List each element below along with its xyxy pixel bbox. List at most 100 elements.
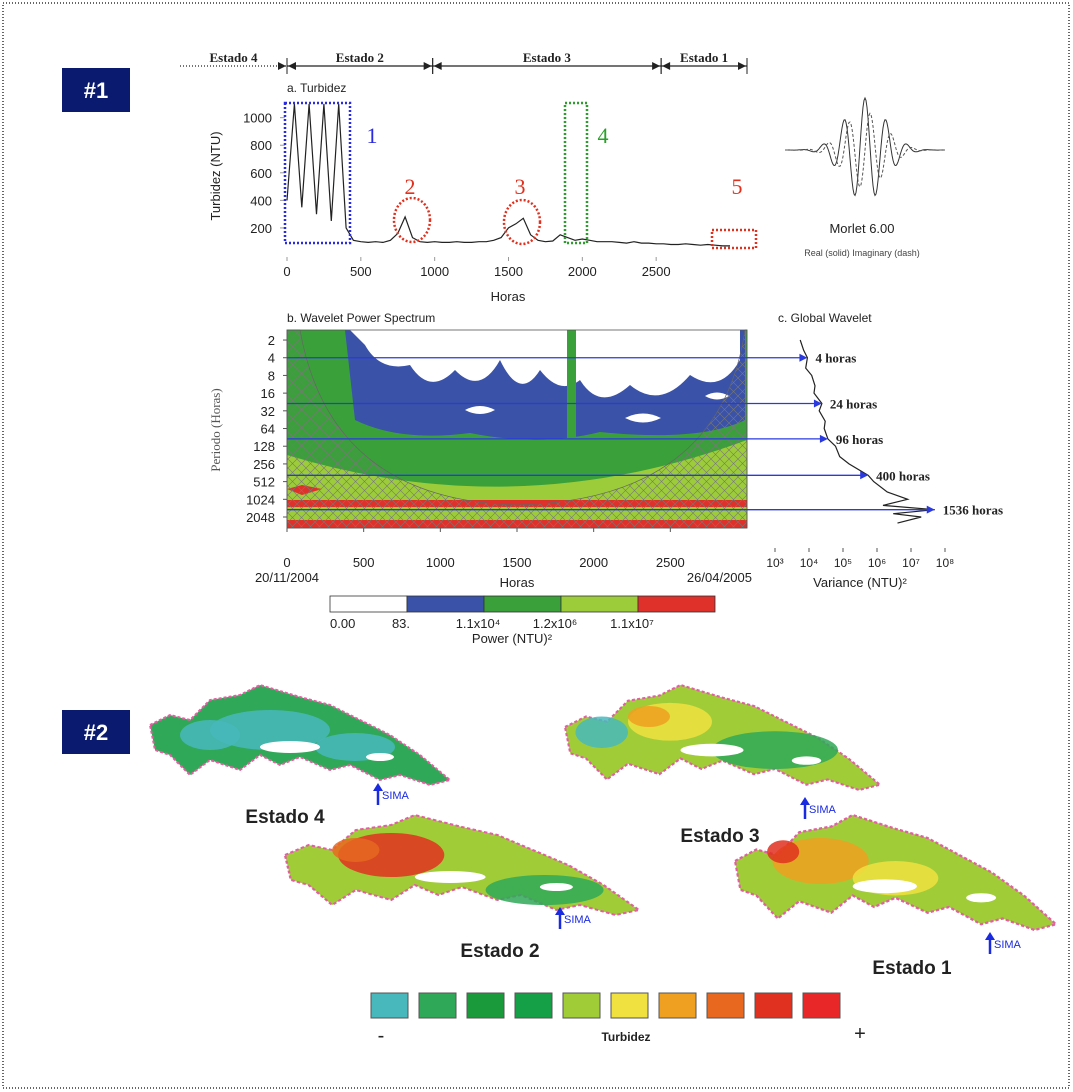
x-tick-label: 1500: [494, 264, 523, 279]
y-tick-label: 64: [261, 422, 275, 437]
region-outline: [502, 198, 542, 246]
x-tick-label: 2500: [642, 264, 671, 279]
y-tick-label: 256: [253, 457, 275, 472]
legend-swatch: [658, 992, 697, 1019]
y-tick-label: 4: [268, 351, 275, 366]
x-tick-label: 1000: [426, 555, 455, 570]
state-arrow: [288, 62, 296, 70]
cone-of-influence: [286, 329, 748, 529]
x-tick-label: 1000: [420, 264, 449, 279]
station-arrow-head: [373, 783, 383, 791]
panel-badge: [62, 710, 130, 754]
panel-label: #2: [84, 720, 108, 745]
station-arrow-head: [800, 797, 810, 805]
y-tick-label: 8: [268, 368, 275, 383]
legend-high: +: [854, 1023, 866, 1045]
map-label: Estado 2: [460, 941, 539, 962]
station-label: SIMA: [382, 790, 410, 802]
region-label: 4: [598, 123, 609, 148]
legend-swatch: [562, 992, 601, 1019]
annotation-label: 1536 horas: [943, 503, 1003, 518]
legend-swatch: [466, 992, 505, 1019]
start-date: 20/11/2004: [255, 570, 319, 585]
y-tick-label: 1024: [246, 492, 275, 507]
y-tick-label: 128: [253, 439, 275, 454]
colorbar-segment: [560, 595, 639, 613]
legend-swatch: [418, 992, 457, 1019]
legend-swatch: [514, 992, 553, 1019]
region-outline: [563, 101, 589, 245]
x-tick-label: 10⁵: [834, 556, 852, 570]
station-arrow-head: [985, 932, 995, 940]
colorbar-label: 1.1x10⁴: [456, 616, 501, 631]
map: [148, 683, 453, 787]
y-tick-label: 800: [250, 138, 272, 153]
station-arrow-head: [555, 907, 565, 915]
x-tick-label: 0: [283, 555, 290, 570]
colorbar-label: 83.: [392, 616, 410, 631]
map-land: [680, 743, 744, 757]
state-arrow: [423, 62, 432, 70]
colorbar-title: Power (NTU)²: [472, 631, 553, 646]
map: [563, 683, 883, 792]
legend-low: -: [378, 1025, 385, 1047]
panel-badge: [62, 68, 130, 112]
y-axis-label: Turbidez (NTU): [208, 131, 223, 220]
state-arrow: [652, 62, 661, 70]
power-contour: [465, 406, 495, 414]
x-tick-label: 500: [350, 264, 372, 279]
data-line: [799, 339, 935, 524]
y-tick-label: 1000: [243, 111, 272, 126]
panel-label: #1: [84, 78, 108, 103]
morlet-imag: [785, 112, 945, 188]
map-turbidity: [628, 706, 670, 727]
x-tick-label: 10³: [766, 556, 783, 570]
map-land: [852, 879, 917, 894]
chart-title: c. Global Wavelet: [778, 311, 872, 325]
map-turbidity: [332, 838, 380, 862]
morlet-caption: Real (solid) Imaginary (dash): [804, 248, 920, 258]
state-arrow: [662, 62, 671, 70]
x-tick-label: 10⁶: [868, 556, 886, 570]
region-label: 1: [367, 123, 378, 148]
map-turbidity: [210, 710, 330, 750]
state-label: Estado 4: [209, 50, 258, 65]
region-outline: [710, 228, 758, 250]
y-tick-label: 600: [250, 166, 272, 181]
x-axis-label: Horas: [500, 575, 535, 590]
map-label: Estado 1: [872, 958, 952, 979]
annotation-label: 24 horas: [830, 396, 877, 411]
map: [733, 813, 1059, 932]
map-turbidity: [485, 875, 604, 905]
chart-title: b. Wavelet Power Spectrum: [287, 311, 435, 325]
map-turbidity: [575, 716, 628, 748]
annotation-label: 96 horas: [836, 432, 883, 447]
x-tick-label: 2000: [579, 555, 608, 570]
arrow-head: [813, 399, 822, 408]
legend-swatch: [802, 992, 841, 1019]
x-tick-label: 10⁷: [902, 556, 920, 570]
data-line: [286, 103, 730, 247]
x-tick-label: 2500: [656, 555, 685, 570]
region-outline: [392, 196, 432, 244]
x-axis-label: Variance (NTU)²: [813, 575, 907, 590]
state-label: Estado 2: [336, 50, 384, 65]
x-tick-label: 10⁸: [936, 556, 954, 570]
map-land: [791, 756, 822, 765]
x-tick-label: 10⁴: [800, 556, 819, 570]
legend-swatch: [370, 992, 409, 1019]
state-label: Estado 1: [680, 50, 728, 65]
power-contour: [625, 413, 661, 423]
arrow-head: [819, 434, 828, 443]
y-tick-label: 200: [250, 221, 272, 236]
map-land: [414, 871, 486, 883]
map-land: [966, 893, 997, 903]
colorbar-segment: [637, 595, 716, 613]
annotation-label: 400 horas: [876, 468, 930, 483]
map-label: Estado 3: [680, 826, 759, 847]
morlet-real: [785, 96, 945, 197]
y-tick-label: 2: [268, 333, 275, 348]
arrow-head: [799, 353, 808, 362]
